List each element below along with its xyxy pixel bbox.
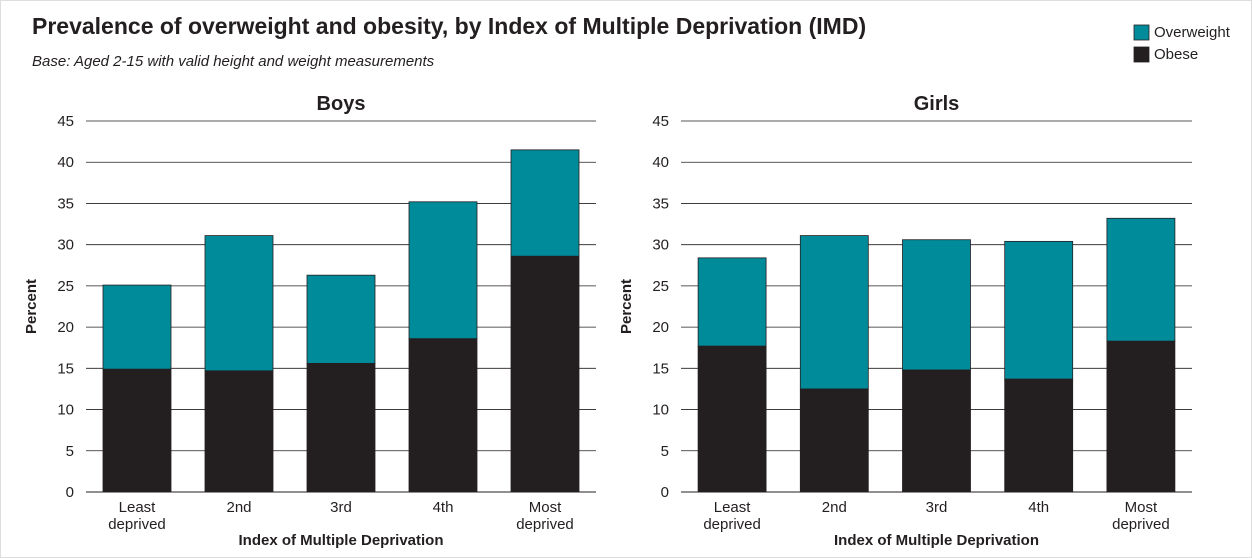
bar-segment — [1004, 378, 1074, 493]
y-tick-label: 30 — [652, 237, 669, 254]
bar-segment — [902, 369, 971, 493]
bar-segment — [1106, 217, 1176, 342]
bar-segment — [799, 388, 869, 493]
x-tick-label: 3rd — [330, 499, 352, 516]
x-tick-label: Most deprived — [516, 499, 574, 533]
bar-segment — [102, 368, 172, 493]
bar-segment — [102, 284, 172, 370]
x-tick-label: 2nd — [226, 499, 251, 516]
bar-segment — [902, 239, 971, 371]
y-tick-label: 20 — [652, 319, 669, 336]
y-tick-label: 10 — [652, 402, 669, 419]
x-axis-title: Index of Multiple Deprivation — [834, 532, 1039, 549]
bar-segment — [510, 255, 580, 493]
bar-segment — [204, 235, 274, 372]
bar-segment — [697, 257, 767, 347]
y-tick-label: 40 — [57, 154, 74, 171]
y-tick-label: 35 — [652, 195, 669, 212]
bar-segment — [697, 345, 767, 493]
y-tick-label: 25 — [57, 278, 74, 295]
page-title: Prevalence of overweight and obesity, by… — [32, 13, 866, 39]
y-tick-label: 0 — [66, 484, 74, 501]
y-tick-label: 10 — [57, 402, 74, 419]
x-tick-label: Most deprived — [1112, 499, 1170, 533]
legend-label: Obese — [1154, 46, 1198, 63]
bar-segment — [1004, 240, 1074, 380]
panel-title: Boys — [317, 93, 366, 115]
y-tick-label: 15 — [57, 360, 74, 377]
legend: Overweight Obese — [1133, 24, 1231, 63]
y-tick-label: 25 — [652, 278, 669, 295]
bar-segment — [306, 274, 376, 364]
x-tick-label: 4th — [433, 499, 454, 516]
legend-label: Overweight — [1154, 24, 1231, 41]
bar-segment — [799, 235, 869, 390]
bar-segment — [1106, 340, 1176, 493]
y-tick-label: 45 — [652, 113, 669, 130]
y-tick-label: 20 — [57, 319, 74, 336]
y-tick-label: 30 — [57, 237, 74, 254]
y-tick-label: 5 — [66, 443, 74, 460]
y-tick-label: 45 — [57, 113, 74, 130]
bar-segment — [306, 362, 376, 493]
y-tick-label: 15 — [652, 360, 669, 377]
x-tick-label: Least deprived — [703, 499, 761, 533]
x-tick-label: Least deprived — [108, 499, 166, 533]
x-tick-label: 4th — [1028, 499, 1049, 516]
x-axis-title: Index of Multiple Deprivation — [238, 532, 443, 549]
x-tick-label: 3rd — [926, 499, 948, 516]
y-tick-label: 5 — [661, 443, 669, 460]
subtitle: Base: Aged 2-15 with valid height and we… — [32, 53, 435, 70]
panel-title: Girls — [914, 93, 960, 115]
y-axis-title: Percent — [618, 279, 635, 334]
bar-segment — [408, 338, 478, 493]
y-tick-label: 35 — [57, 195, 74, 212]
y-tick-label: 40 — [652, 154, 669, 171]
x-tick-label: 2nd — [822, 499, 847, 516]
y-tick-label: 0 — [661, 484, 669, 501]
bar-segment — [408, 201, 478, 340]
legend-swatch — [1133, 24, 1150, 41]
y-axis-title: Percent — [23, 279, 40, 334]
bar-segment — [510, 149, 580, 257]
bar-segment — [204, 370, 274, 493]
legend-swatch — [1133, 46, 1150, 63]
